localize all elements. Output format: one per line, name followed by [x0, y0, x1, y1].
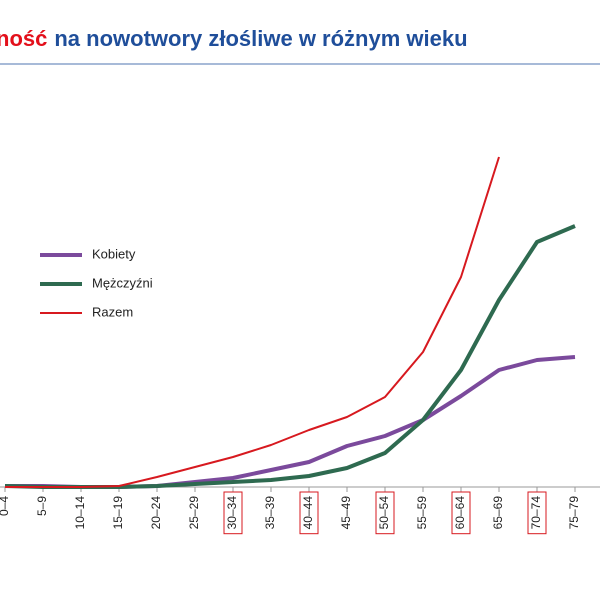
- x-tick-label: 15–19: [111, 496, 125, 530]
- x-tick-label: 10–14: [73, 496, 87, 530]
- legend-label: Razem: [92, 304, 133, 319]
- title-part: ność: [0, 26, 47, 51]
- series-line: [5, 156, 500, 488]
- legend-label: Kobiety: [92, 246, 136, 261]
- highlight-box: [375, 491, 395, 535]
- x-tick-label: 55–59: [415, 496, 429, 530]
- legend-label: Mężczyźni: [92, 275, 153, 290]
- x-tick-label: 35–39: [263, 496, 277, 530]
- x-tick-label: 0–4: [0, 496, 11, 516]
- series-line: [4, 224, 576, 489]
- x-tick-label: 60–64: [453, 496, 467, 530]
- x-tick-label: 70–74: [529, 496, 543, 530]
- highlight-box: [451, 491, 471, 535]
- x-tick-label: 45–49: [339, 496, 353, 530]
- x-tick-label: 75–79: [567, 496, 581, 530]
- highlight-box: [223, 491, 243, 535]
- x-tick-label: 65–69: [491, 496, 505, 530]
- chart-title: ność na nowotwory złośliwe w różnym wieku: [0, 26, 468, 51]
- x-tick-label: 50–54: [377, 496, 391, 530]
- title-part: na nowotwory złośliwe w różnym wieku: [54, 26, 467, 51]
- series-line: [5, 355, 576, 489]
- x-tick-label: 30–34: [225, 496, 239, 530]
- x-tick-label: 40–44: [301, 496, 315, 530]
- x-tick-label: 5–9: [35, 496, 49, 516]
- highlight-box: [527, 491, 547, 535]
- x-tick-label: 20–24: [149, 496, 163, 530]
- highlight-box: [299, 491, 319, 535]
- x-tick-label: 25–29: [187, 496, 201, 530]
